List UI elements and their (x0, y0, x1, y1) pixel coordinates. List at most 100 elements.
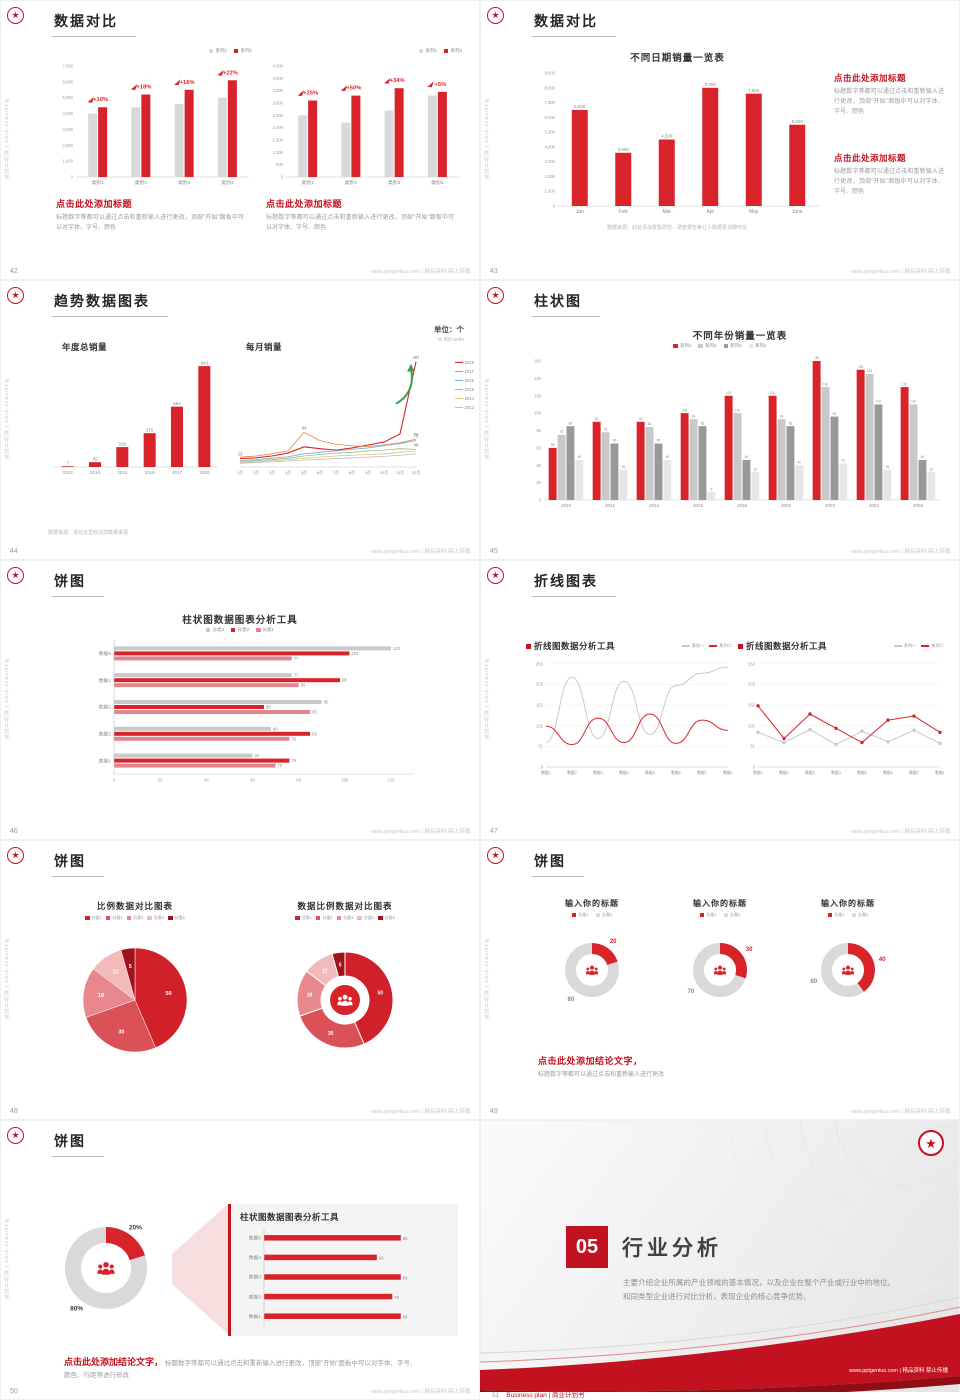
slide-46-hbar-chart: ★ Business plan | 商业计划书 饼图 柱状图数据图表分析工具 分… (0, 560, 480, 840)
grouped-bar-chart: 0 1,000 2,000 3,000 4,000 5,000 6,000 7,000 类别1 +… (52, 57, 252, 187)
svg-text:2012: 2012 (605, 503, 616, 508)
svg-text:1,000: 1,000 (273, 150, 284, 155)
svg-text:+50%: +50% (346, 86, 361, 92)
svg-text:4,000: 4,000 (63, 111, 74, 116)
block-body: 标题数字等都可以通过点击和重新输入进行更改，顶部“开始”面板中可以对字体、字号、… (266, 215, 454, 231)
svg-text:30: 30 (328, 1031, 334, 1037)
text-block: 点击此处添加标题 标题数字等都可以通过点击和重新输入进行更改，顶部“开始”面板中… (834, 152, 944, 198)
watermark: www.pptgenius.com | 精品资料 禁止传播 (851, 1109, 950, 1115)
svg-text:2018: 2018 (199, 470, 210, 475)
svg-text:数据3: 数据3 (99, 704, 112, 711)
svg-text:93: 93 (692, 414, 696, 418)
svg-text:5,000: 5,000 (63, 95, 74, 100)
seal-star-glyph: ★ (491, 290, 500, 300)
svg-text:76: 76 (291, 758, 296, 763)
svg-text:100: 100 (735, 408, 741, 412)
donut-chart: 30 70 (660, 920, 780, 1020)
svg-text:80%: 80% (70, 1305, 83, 1312)
chart-legend: 系列一 系列二 (681, 643, 732, 649)
grouped-bar-chart: 0 500 1,000 1,500 2,000 2,500 3,000 3,500 4,000 4… (262, 57, 462, 187)
svg-text:12: 12 (322, 968, 328, 974)
svg-text:7,600: 7,600 (748, 88, 760, 93)
svg-text:90: 90 (324, 700, 329, 705)
conclusion-block: 点击此处添加结论文字， 标题数字等都可以通过点击和重新输入进行更改 (538, 1054, 878, 1081)
svg-text:51: 51 (538, 744, 543, 749)
svg-text:4月: 4月 (285, 470, 291, 475)
text-block: 点击此处添加标题 标题数字等都可以通过点击和重新输入进行更改，顶部“开始”面板中… (834, 72, 944, 118)
svg-text:60: 60 (551, 443, 555, 447)
svg-text:80: 80 (296, 778, 301, 783)
svg-text:130: 130 (823, 382, 829, 386)
svg-text:85: 85 (569, 421, 573, 425)
svg-text:5: 5 (129, 964, 132, 970)
svg-text:+5%: +5% (434, 82, 446, 88)
svg-text:3,000: 3,000 (273, 101, 284, 106)
svg-text:40: 40 (536, 463, 541, 468)
line-chart: 0 51 101 152 203 253 数据1 数据2 数据3 数据4 数据5 数据6 数据7 数据8 (526, 655, 732, 777)
svg-text:80: 80 (403, 1236, 408, 1241)
svg-text:Jan: Jan (576, 209, 584, 215)
svg-text:60: 60 (536, 445, 541, 450)
chart-legend: 分类1 分类2 (532, 912, 652, 918)
svg-text:85: 85 (701, 421, 705, 425)
svg-text:+10%: +10% (93, 97, 108, 103)
svg-text:72: 72 (414, 434, 419, 439)
watermark: www.pptgenius.com | 精品资料 禁止传播 (849, 1368, 948, 1374)
svg-text:65: 65 (266, 705, 271, 710)
svg-text:0: 0 (71, 175, 74, 180)
slide-title: 饼图 (52, 851, 104, 877)
svg-text:48: 48 (414, 442, 419, 447)
svg-text:3,500: 3,500 (273, 88, 284, 93)
watermark: www.pptgenius.com | 精品资料 禁止传播 (371, 829, 470, 835)
chart-legend: 系列1 系列2 (52, 48, 252, 54)
chart-title: 柱状图数据图表分析工具 (182, 615, 298, 626)
svg-text:160: 160 (814, 356, 820, 360)
svg-text:84: 84 (648, 422, 652, 426)
svg-text:0: 0 (753, 765, 756, 770)
svg-text:类别2: 类别2 (135, 179, 148, 186)
brand-seal-icon: ★ (487, 847, 504, 864)
chart-title: 数据比例数据对比图表 (297, 901, 393, 911)
svg-text:数据7: 数据7 (909, 770, 919, 775)
chart-legend: 2018 2017 2016 2015 2014 2013 (454, 360, 474, 410)
section-description: 主要介绍企业所属的产业领域的基本情况，以及企业在整个产业或行业中的地位。和同类型… (623, 1278, 895, 1301)
svg-text:0: 0 (113, 778, 116, 783)
svg-text:18: 18 (98, 993, 104, 999)
chart-legend: 系列一 系列二 (893, 643, 944, 649)
svg-text:数据4: 数据4 (619, 770, 629, 775)
donut-chart: 20 80 (532, 920, 652, 1020)
unit-label: 单位：个 (434, 325, 464, 334)
svg-text:数据1: 数据1 (249, 1313, 262, 1320)
svg-text:数据5: 数据5 (99, 650, 112, 657)
chart-title: 不同日期销量一览表 (630, 53, 725, 64)
svg-text:76: 76 (291, 736, 296, 741)
funnel-connector (172, 1204, 228, 1334)
chart-legend: 系列1 系列2 系列3 系列4 (480, 343, 960, 349)
svg-text:数据2: 数据2 (99, 731, 112, 738)
slide-50-donut-funnel: ★ Business plan | 商业计划书 饼图 20% 80% 柱状图数据图… (0, 1120, 480, 1400)
svg-text:77: 77 (294, 673, 299, 678)
svg-text:Mar: Mar (662, 209, 671, 215)
svg-text:60: 60 (810, 979, 817, 985)
svg-text:75: 75 (560, 430, 564, 434)
sidebar-vertical-text: Business plan | 商业计划书 (483, 659, 489, 741)
svg-text:32: 32 (930, 467, 934, 471)
svg-text:12月: 12月 (412, 470, 420, 475)
svg-text:+18%: +18% (136, 85, 151, 91)
chart-legend: 系列1 系列2 (262, 48, 462, 54)
svg-text:203: 203 (748, 682, 756, 687)
svg-text:46: 46 (578, 455, 582, 459)
slide-43-data-compare: ★ Business plan | 商业计划书 数据对比 不同日期销量一览表 0… (480, 0, 960, 280)
svg-text:数据2: 数据2 (249, 1293, 262, 1300)
svg-text:70: 70 (278, 763, 283, 768)
monthly-line-chart: 1月 2月 3月 4月 5月 6月 7月 8月 9月 10月 11月 12月 23 287 94 76 72 48 (232, 351, 424, 477)
svg-text:0: 0 (541, 765, 544, 770)
block-body: 标题数字等都可以通过点击和重新输入进行更改，顶部“开始”面板中可以对字体、字号、… (834, 89, 944, 115)
svg-text:564: 564 (173, 401, 181, 406)
watermark: www.pptgenius.com | 精品资料 禁止传播 (851, 829, 950, 835)
svg-text:类别1: 类别1 (91, 179, 104, 186)
seal-star-glyph: ★ (925, 1135, 937, 1151)
svg-text:数据1: 数据1 (99, 757, 112, 764)
svg-text:65: 65 (613, 439, 617, 443)
svg-text:46: 46 (745, 455, 749, 459)
